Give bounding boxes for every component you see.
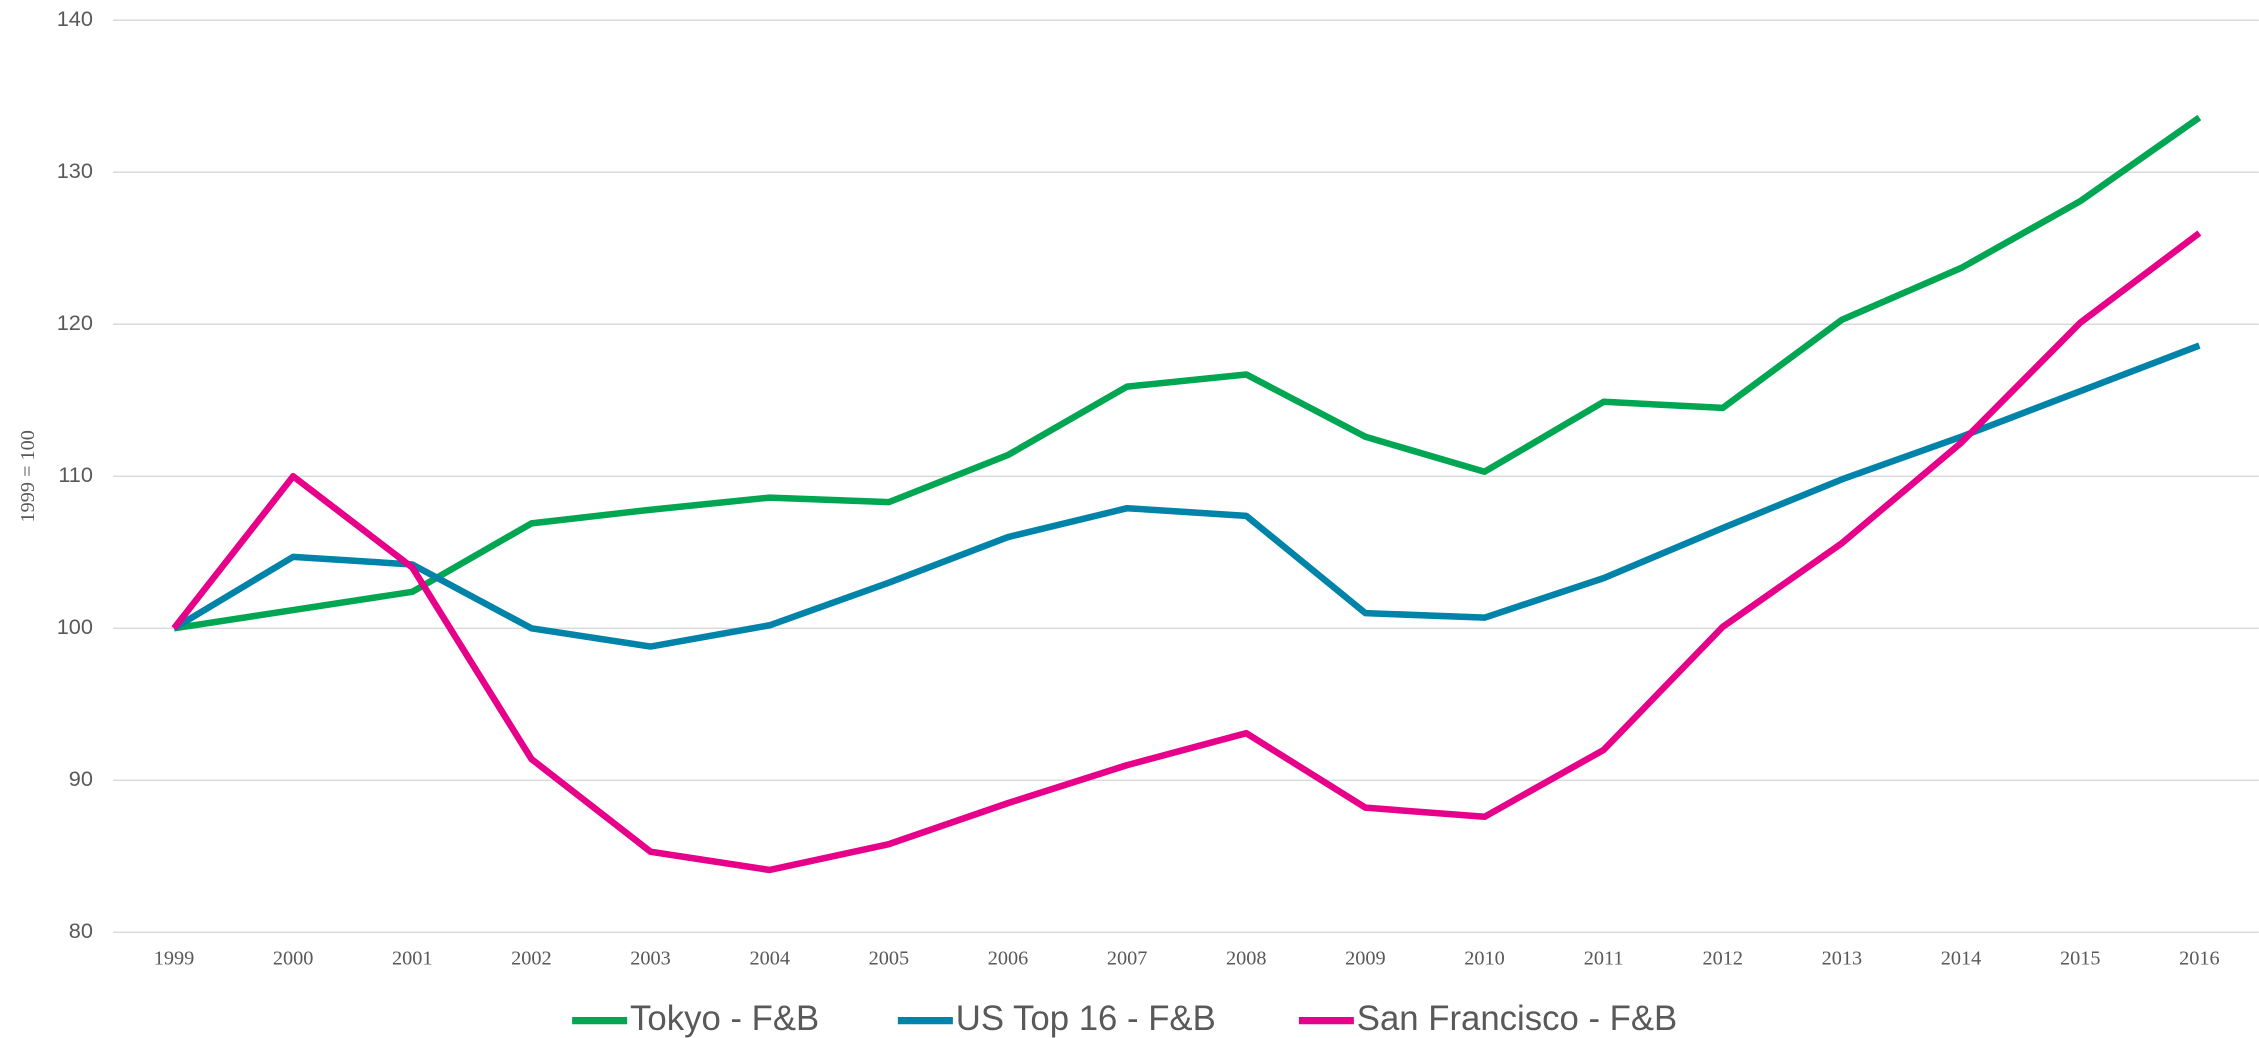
x-tick-label: 2005 bbox=[869, 947, 910, 969]
x-tick-label: 2000 bbox=[273, 947, 314, 969]
y-tick-label: 110 bbox=[58, 462, 93, 487]
x-tick-label: 2011 bbox=[1584, 947, 1624, 969]
x-tick-label: 2016 bbox=[2179, 947, 2220, 969]
x-tick-label: 2014 bbox=[1941, 947, 1982, 969]
x-tick-label: 2006 bbox=[988, 947, 1028, 969]
y-axis-label: 1999 = 100 bbox=[17, 430, 39, 522]
x-tick-label: 2008 bbox=[1226, 947, 1267, 969]
x-tick-label: 2007 bbox=[1107, 947, 1148, 969]
x-tick-label: 2015 bbox=[2060, 947, 2101, 969]
y-tick-label: 120 bbox=[57, 310, 93, 335]
y-tick-label: 90 bbox=[69, 766, 93, 791]
y-tick-label: 100 bbox=[57, 614, 93, 639]
x-tick-label: 2010 bbox=[1464, 947, 1505, 969]
legend-label: Tokyo - F&B bbox=[630, 1000, 819, 1038]
x-tick-label: 1999 bbox=[154, 947, 194, 969]
page: 1999 = 100 80 90 100 110 120 130 140 1999 2000 20… bbox=[0, 0, 2259, 1038]
x-tick-label: 2001 bbox=[392, 947, 433, 969]
x-tick-label: 2004 bbox=[749, 947, 790, 969]
chart: 1999 = 100 80 90 100 110 120 130 140 1999 2000 20… bbox=[0, 0, 2259, 1038]
x-tick-label: 2012 bbox=[1703, 947, 1744, 969]
legend-label: US Top 16 - F&B bbox=[956, 1000, 1216, 1038]
y-tick-label: 80 bbox=[69, 918, 93, 943]
series-line bbox=[174, 118, 2199, 629]
x-tick-label: 2013 bbox=[1822, 947, 1863, 969]
x-tick-label: 2002 bbox=[511, 947, 551, 969]
y-tick-label: 130 bbox=[57, 158, 93, 183]
y-tick-label: 140 bbox=[57, 6, 93, 31]
x-tick-label: 2009 bbox=[1345, 947, 1386, 969]
x-tick-label: 2003 bbox=[630, 947, 671, 969]
legend-label: San Francisco - F&B bbox=[1357, 1000, 1677, 1038]
